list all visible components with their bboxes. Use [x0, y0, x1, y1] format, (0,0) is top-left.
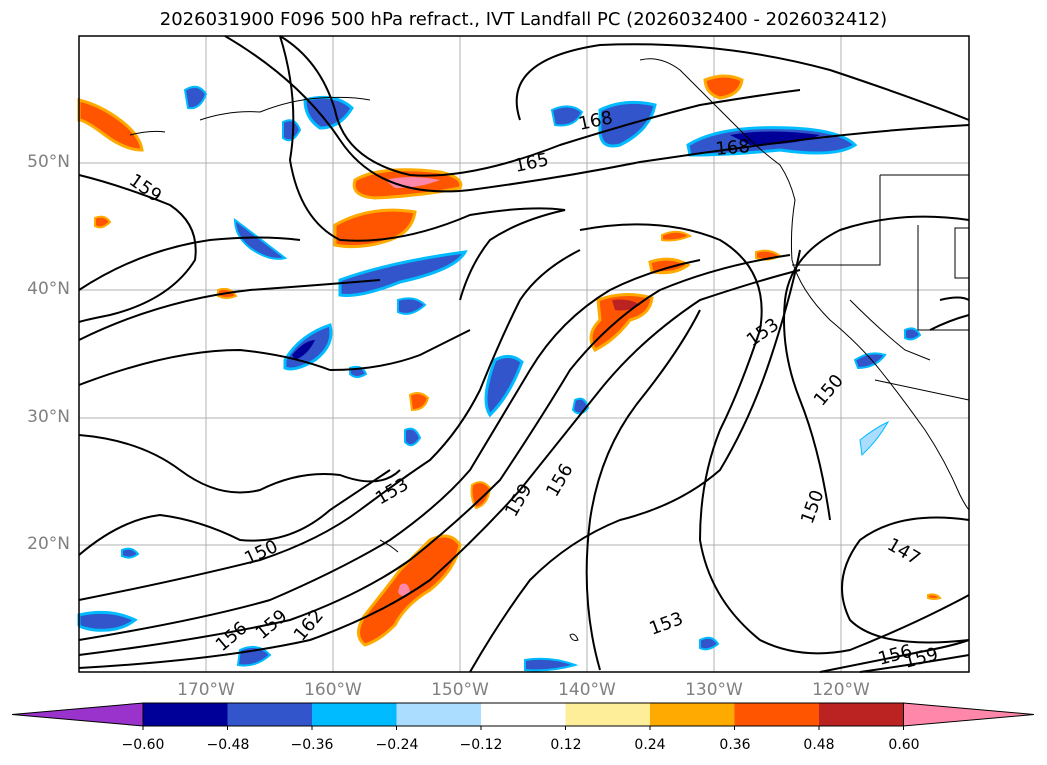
contour-147 — [841, 516, 970, 644]
map-frame — [78, 35, 970, 673]
colorbar-tick-label: 0.24 — [634, 737, 666, 753]
colorbar-segment — [312, 703, 397, 726]
lat-label-40n: 40°N — [27, 279, 70, 299]
coastline-north-america — [639, 58, 970, 511]
state-border — [849, 299, 931, 361]
border-us-mexico — [874, 379, 970, 401]
contour-159 — [78, 174, 197, 323]
contour-165 — [224, 35, 970, 193]
negative-anomaly-blob — [859, 420, 890, 457]
positive-anomaly-blob — [408, 392, 430, 412]
contour-162c — [78, 269, 801, 669]
colorbar-tick-label: 0.36 — [719, 737, 751, 753]
positive-anomaly-blob — [661, 230, 693, 242]
contour-label: 168 — [715, 136, 751, 160]
coastlines — [129, 58, 970, 641]
colorbar-segment — [396, 703, 481, 726]
contour-159b — [78, 279, 381, 341]
lon-label-160w: 160°W — [304, 680, 362, 700]
lat-label-30n: 30°N — [27, 407, 70, 427]
negative-anomaly-blob — [121, 547, 140, 559]
positive-anomaly-blob — [94, 215, 112, 229]
negative-anomaly-blob — [699, 636, 720, 651]
contour-156d — [859, 654, 970, 673]
colorbar-outline — [142, 702, 904, 727]
contour-162 — [279, 35, 566, 301]
map-background — [79, 36, 969, 672]
lon-label-130w: 130°W — [685, 680, 743, 700]
shaded-field — [77, 74, 942, 672]
colorbar-tick-label: 0.48 — [803, 737, 835, 753]
state-border — [792, 175, 881, 266]
contour-168 — [279, 35, 801, 177]
contour-153b — [78, 249, 581, 601]
contour-162b — [78, 236, 301, 291]
coastline-alaska — [199, 96, 371, 121]
colorbar-segment — [734, 703, 819, 726]
negative-anomaly-blob — [904, 327, 922, 341]
colorbar-tick-label: −0.60 — [121, 737, 165, 753]
lon-label-170w: 170°W — [177, 680, 235, 700]
colorbar-segment — [143, 703, 228, 726]
colorbar-tick-label: −0.24 — [375, 737, 419, 753]
colorbar-segment — [227, 703, 312, 726]
lon-label-140w: 140°W — [558, 680, 616, 700]
positive-anomaly-blob — [589, 293, 654, 352]
positive-anomaly-core — [398, 583, 410, 596]
colorbar-extend-max — [903, 702, 1035, 727]
colorbar-segment — [650, 703, 735, 726]
contour-168b — [515, 43, 970, 121]
negative-anomaly-blob — [183, 85, 208, 110]
map-title: 2026031900 F096 500 hPa refract., IVT La… — [159, 9, 888, 30]
contour-150b — [78, 469, 391, 556]
contour-156b — [78, 259, 701, 641]
negative-anomaly-blob — [524, 657, 579, 672]
colorbar-tick-label: 0.60 — [888, 737, 920, 753]
negative-anomaly-blob — [404, 427, 422, 447]
negative-anomaly-blob — [77, 610, 138, 632]
lon-label-150w: 150°W — [431, 680, 489, 700]
island — [569, 633, 579, 641]
colorbar-segment — [481, 703, 566, 726]
negative-anomaly-blob — [338, 250, 468, 297]
negative-anomaly-blob — [484, 355, 524, 418]
positive-anomaly-blob — [927, 593, 942, 600]
contour-156 — [78, 329, 471, 386]
lat-label-50n: 50°N — [27, 152, 70, 172]
colorbar-tick-label: −0.36 — [290, 737, 334, 753]
colorbar — [11, 702, 1035, 730]
lon-label-120w: 120°W — [812, 680, 870, 700]
state-border — [917, 225, 969, 331]
negative-anomaly-core — [292, 340, 315, 360]
contour-inner — [469, 249, 801, 673]
contour-153c — [819, 639, 970, 673]
coastline-hawaii — [379, 539, 399, 553]
colorbar-tick-label: −0.12 — [459, 737, 503, 753]
colorbar-tick-label: −0.48 — [206, 737, 250, 753]
contour-159c — [78, 254, 791, 656]
contour-150 — [579, 223, 970, 655]
contours — [78, 35, 970, 673]
colorbar-extend-min — [11, 702, 144, 727]
contour-coast — [929, 296, 970, 331]
negative-anomaly-blob — [397, 297, 427, 315]
negative-anomaly-blob — [853, 352, 887, 370]
negative-anomaly-blob — [282, 119, 302, 142]
contour-156c — [585, 309, 701, 671]
coastline-aleutians — [129, 130, 166, 136]
colorbar-segment — [565, 703, 650, 726]
negative-anomaly-blob — [550, 105, 584, 127]
positive-anomaly-blob — [703, 74, 744, 100]
contour-153 — [783, 215, 970, 521]
colorbar-tick-label: 0.12 — [550, 737, 582, 753]
contour-lower — [78, 434, 401, 494]
colorbar-segment — [819, 703, 904, 726]
negative-anomaly-blob — [571, 397, 590, 415]
positive-anomaly-blob — [77, 98, 144, 152]
lat-label-20n: 20°N — [27, 534, 70, 554]
positive-anomaly-blob — [470, 481, 492, 510]
